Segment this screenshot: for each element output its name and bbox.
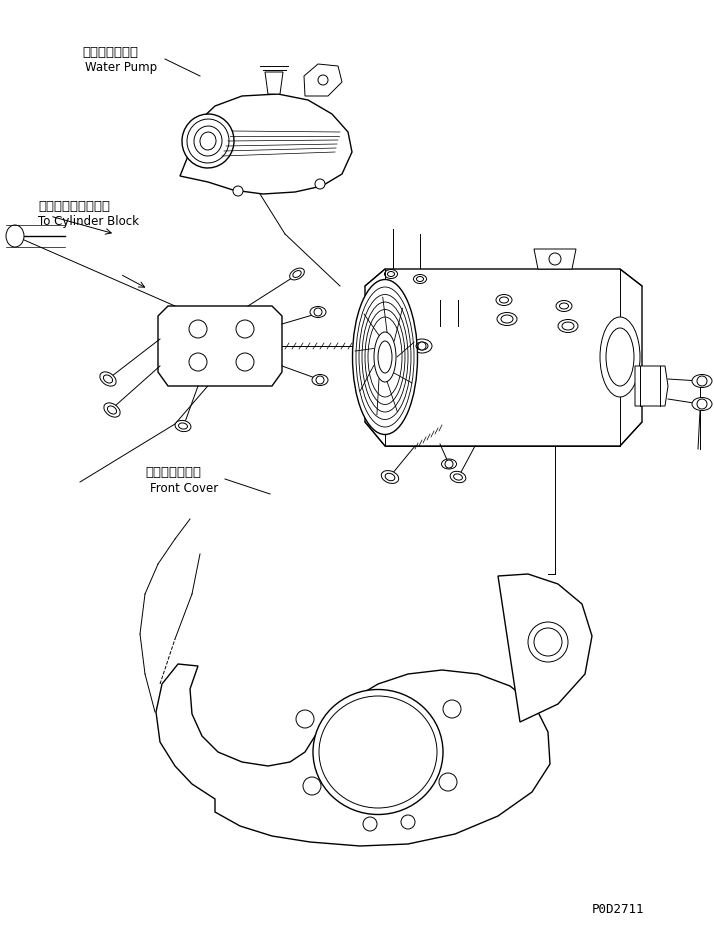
Ellipse shape	[558, 319, 578, 333]
Circle shape	[315, 179, 325, 189]
Circle shape	[303, 777, 321, 795]
Circle shape	[236, 353, 254, 371]
Circle shape	[439, 773, 457, 791]
Ellipse shape	[692, 398, 712, 411]
Circle shape	[316, 376, 324, 384]
Text: Water Pump: Water Pump	[85, 62, 157, 75]
Ellipse shape	[412, 339, 432, 353]
Ellipse shape	[450, 472, 466, 483]
Text: フロントカバー: フロントカバー	[145, 465, 201, 478]
Text: Front Cover: Front Cover	[150, 482, 218, 494]
Polygon shape	[534, 249, 576, 269]
Ellipse shape	[381, 471, 398, 484]
Circle shape	[296, 710, 314, 728]
Ellipse shape	[374, 332, 396, 382]
Polygon shape	[435, 300, 462, 326]
Circle shape	[697, 376, 707, 386]
Circle shape	[318, 75, 328, 85]
Ellipse shape	[313, 689, 443, 814]
Polygon shape	[265, 72, 283, 94]
Ellipse shape	[182, 114, 234, 168]
Polygon shape	[498, 574, 592, 722]
Circle shape	[236, 320, 254, 338]
Polygon shape	[156, 664, 550, 846]
Ellipse shape	[290, 268, 304, 280]
Ellipse shape	[385, 270, 398, 278]
Ellipse shape	[413, 275, 426, 284]
Circle shape	[401, 815, 415, 829]
Ellipse shape	[496, 294, 512, 305]
Ellipse shape	[353, 279, 418, 434]
Polygon shape	[635, 366, 668, 406]
Circle shape	[189, 320, 207, 338]
Polygon shape	[304, 64, 342, 96]
Polygon shape	[180, 94, 352, 194]
Circle shape	[314, 308, 322, 316]
Ellipse shape	[441, 459, 456, 469]
Polygon shape	[158, 306, 282, 386]
Circle shape	[233, 186, 243, 196]
Circle shape	[443, 700, 461, 718]
Ellipse shape	[175, 420, 191, 432]
Circle shape	[528, 622, 568, 662]
Text: P0D2711: P0D2711	[592, 903, 645, 916]
Circle shape	[445, 460, 453, 468]
Ellipse shape	[692, 375, 712, 388]
Ellipse shape	[600, 317, 640, 397]
Text: ウォータポンプ: ウォータポンプ	[82, 46, 138, 59]
Ellipse shape	[497, 313, 517, 326]
Ellipse shape	[310, 306, 326, 318]
Polygon shape	[365, 269, 642, 446]
Text: シリンダブロックヘ: シリンダブロックヘ	[38, 200, 110, 213]
Circle shape	[418, 342, 426, 350]
Circle shape	[697, 399, 707, 409]
Circle shape	[189, 353, 207, 371]
Circle shape	[549, 253, 561, 265]
Text: To Cylinder Block: To Cylinder Block	[38, 216, 139, 229]
Ellipse shape	[104, 403, 120, 417]
Ellipse shape	[556, 301, 572, 312]
Circle shape	[363, 817, 377, 831]
Ellipse shape	[100, 372, 116, 386]
Ellipse shape	[312, 375, 328, 386]
Ellipse shape	[6, 225, 24, 247]
